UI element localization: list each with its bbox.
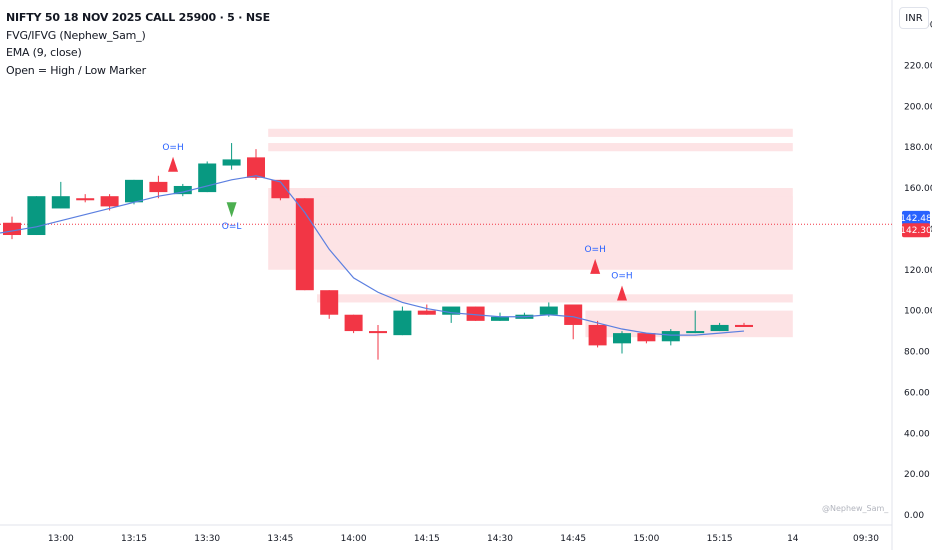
- fvg-zone: [317, 196, 793, 260]
- x-tick-label: 15:00: [633, 534, 659, 544]
- y-tick-label: 100.00: [904, 307, 932, 317]
- y-tick-label: 200.00: [904, 102, 932, 112]
- x-tick-label: 13:15: [121, 534, 147, 544]
- y-tick-label: 20.00: [904, 470, 930, 480]
- open-high-marker-icon: [168, 156, 179, 172]
- x-tick-label: 14:00: [341, 534, 367, 544]
- candle-body[interactable]: [3, 222, 21, 236]
- candle-body[interactable]: [149, 181, 168, 193]
- candle-body[interactable]: [442, 306, 461, 315]
- ema-line[interactable]: [0, 175, 745, 336]
- candle-body[interactable]: [271, 179, 290, 199]
- y-tick-label: 220.00: [904, 61, 932, 71]
- currency-button[interactable]: INR: [899, 7, 929, 29]
- candle-body[interactable]: [564, 304, 583, 325]
- candle-body[interactable]: [686, 331, 705, 334]
- fvg-zone: [268, 128, 793, 137]
- current-price-tag: [902, 210, 930, 225]
- candle-body[interactable]: [588, 324, 607, 346]
- candle-body[interactable]: [222, 159, 241, 166]
- candle-body[interactable]: [173, 185, 192, 195]
- x-tick-label: 13:00: [48, 534, 74, 544]
- chart-title[interactable]: NIFTY 50 18 NOV 2025 CALL 25900 · 5 · NS…: [6, 11, 270, 24]
- y-tick-label: 160.00: [904, 184, 932, 194]
- indicator-fvg[interactable]: FVG/IFVG (Nephew_Sam_): [6, 28, 146, 42]
- candle-body[interactable]: [125, 179, 143, 203]
- x-tick-label: 15:15: [707, 534, 733, 544]
- marker-label: O=H: [162, 143, 183, 153]
- indicator-open-high-low-marker[interactable]: Open = High / Low Marker: [6, 63, 146, 77]
- candle-body[interactable]: [417, 310, 436, 315]
- watermark: @Nephew_Sam_: [822, 504, 889, 513]
- y-tick-label: 80.00: [904, 348, 930, 358]
- open-high-marker-icon: [617, 285, 627, 301]
- last-price-tag-label: 142.30: [900, 226, 932, 236]
- marker-label: O=H: [584, 245, 605, 255]
- open-low-marker-icon: [226, 202, 237, 218]
- candle-body[interactable]: [466, 306, 485, 321]
- open-high-marker-icon: [590, 258, 601, 274]
- candle-body[interactable]: [76, 198, 95, 201]
- candle-body[interactable]: [613, 333, 631, 344]
- y-tick-label: 60.00: [904, 388, 930, 398]
- candle-body[interactable]: [247, 157, 265, 178]
- candle-body[interactable]: [491, 316, 509, 321]
- fvg-zone: [268, 143, 793, 152]
- last-price-tag: [902, 223, 930, 238]
- y-tick-label: 180.00: [904, 143, 932, 153]
- candle-body[interactable]: [27, 196, 46, 236]
- x-tick-label: 14:15: [414, 534, 440, 544]
- x-tick-label: 13:30: [194, 534, 220, 544]
- y-tick-label: 0.00: [904, 511, 924, 521]
- candle-body[interactable]: [344, 314, 363, 332]
- x-tick-label: 14:30: [487, 534, 513, 544]
- y-tick-label: 40.00: [904, 429, 930, 439]
- candle-body[interactable]: [393, 310, 412, 336]
- candle-body[interactable]: [661, 331, 680, 342]
- chart-legend: NIFTY 50 18 NOV 2025 CALL 25900 · 5 · NS…: [6, 9, 270, 79]
- x-tick-label: 09:30: [853, 534, 879, 544]
- marker-label: O=H: [611, 272, 632, 282]
- candle-body[interactable]: [320, 290, 339, 315]
- candle-body[interactable]: [710, 324, 729, 332]
- current-price-tag-label: 142.48: [900, 214, 932, 224]
- fvg-zone: [317, 294, 793, 303]
- candle-body[interactable]: [637, 333, 656, 342]
- x-tick-label: 14: [787, 534, 799, 544]
- x-tick-label: 13:45: [267, 534, 293, 544]
- candle-body[interactable]: [100, 196, 119, 207]
- x-tick-label: 14:45: [560, 534, 586, 544]
- candle-body[interactable]: [295, 198, 314, 291]
- candle-body[interactable]: [539, 306, 558, 315]
- indicator-ema[interactable]: EMA (9, close): [6, 46, 82, 59]
- candle-body[interactable]: [51, 196, 70, 209]
- y-tick-label: 120.00: [904, 266, 932, 276]
- marker-label: O=L: [222, 222, 242, 232]
- candle-body[interactable]: [735, 324, 753, 327]
- candle-body[interactable]: [369, 331, 387, 334]
